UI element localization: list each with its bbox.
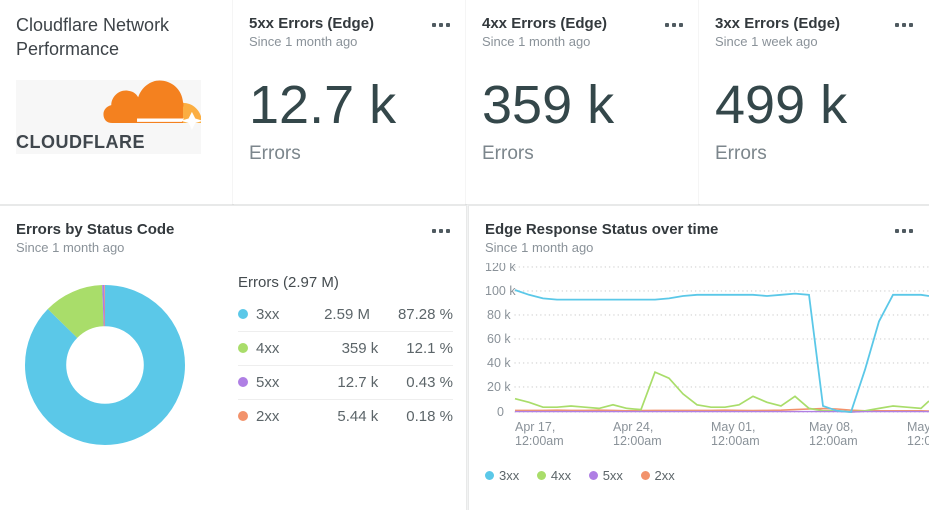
svg-text:May 01,: May 01, — [711, 420, 755, 434]
svg-text:Apr 24,: Apr 24, — [613, 420, 653, 434]
svg-text:CLOUDFLARE: CLOUDFLARE — [16, 132, 145, 152]
svg-text:100 k: 100 k — [485, 284, 516, 298]
svg-text:12:00a: 12:00a — [907, 434, 929, 448]
svg-text:40 k: 40 k — [487, 356, 511, 370]
svg-text:12:00am: 12:00am — [515, 434, 564, 448]
svg-text:20 k: 20 k — [487, 380, 511, 394]
svg-text:120 k: 120 k — [485, 263, 516, 274]
svg-text:60 k: 60 k — [487, 332, 511, 346]
svg-text:Apr 17,: Apr 17, — [515, 420, 555, 434]
svg-text:12:00am: 12:00am — [809, 434, 858, 448]
svg-text:0: 0 — [497, 405, 504, 419]
svg-text:May 08,: May 08, — [809, 420, 853, 434]
svg-text:12:00am: 12:00am — [613, 434, 662, 448]
svg-text:12:00am: 12:00am — [711, 434, 760, 448]
svg-text:May 1: May 1 — [907, 420, 929, 434]
svg-text:80 k: 80 k — [487, 308, 511, 322]
